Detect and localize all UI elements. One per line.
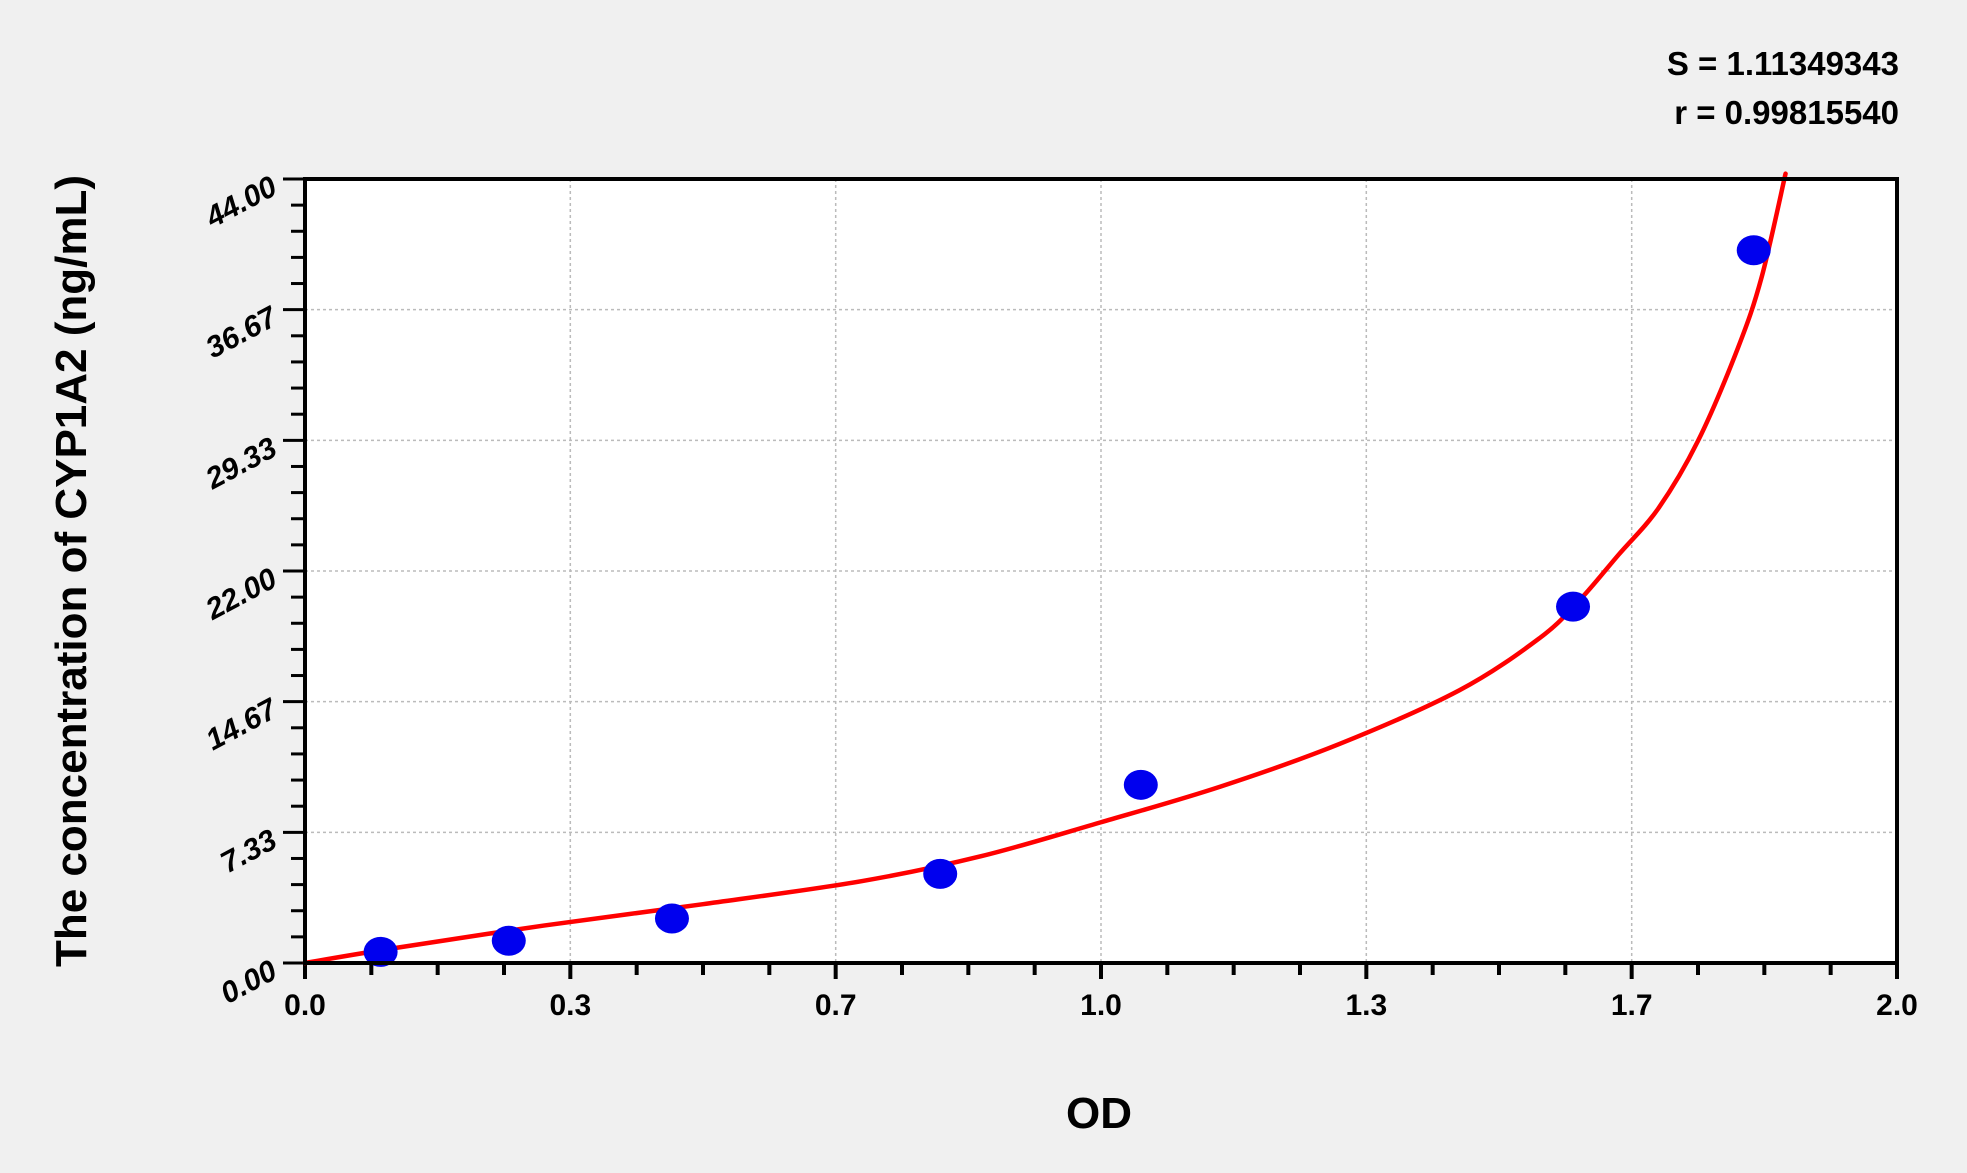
x-tick-label: 2.0 (1876, 989, 1918, 1022)
data-point (491, 925, 526, 956)
data-point (1556, 591, 1591, 622)
data-point (363, 936, 398, 967)
y-tick-label: 44.00 (200, 170, 283, 235)
y-tick-label: 29.33 (200, 431, 283, 496)
x-tick-label: 0.7 (815, 989, 857, 1022)
data-point (923, 858, 958, 889)
y-tick-label: 22.00 (200, 562, 283, 627)
x-tick-label: 1.3 (1345, 989, 1387, 1022)
stat-s: S = 1.11349343 (1667, 45, 1899, 82)
grid (305, 179, 1897, 963)
x-axis-title: OD (1066, 1089, 1132, 1138)
data-point (1123, 769, 1158, 800)
fit-curve-line (302, 171, 1788, 966)
x-tick-label: 1.7 (1611, 989, 1653, 1022)
x-tick-label: 0.3 (549, 989, 591, 1022)
data-point (654, 903, 689, 934)
tick-labels: 0.0 0.3 0.7 1.0 1.3 1.7 2.0 0.00 7.33 14.67 22.00 2… (200, 170, 1918, 1022)
x-tick-label: 0.0 (284, 989, 326, 1022)
y-tick-label: 36.67 (201, 300, 284, 365)
y-tick-label: 7.33 (215, 823, 282, 880)
plot-border (303, 177, 1899, 965)
y-tick-label: 0.00 (215, 954, 282, 1011)
stat-r: r = 0.99815540 (1674, 94, 1899, 131)
y-tick-label: 14.67 (201, 692, 284, 757)
data-points (363, 235, 1771, 967)
fit-curve (302, 171, 1788, 966)
y-axis-title: The concentration of CYP1A2 (ng/mL) (47, 175, 96, 967)
x-tick-label: 1.0 (1080, 989, 1122, 1022)
data-point (1736, 235, 1771, 266)
